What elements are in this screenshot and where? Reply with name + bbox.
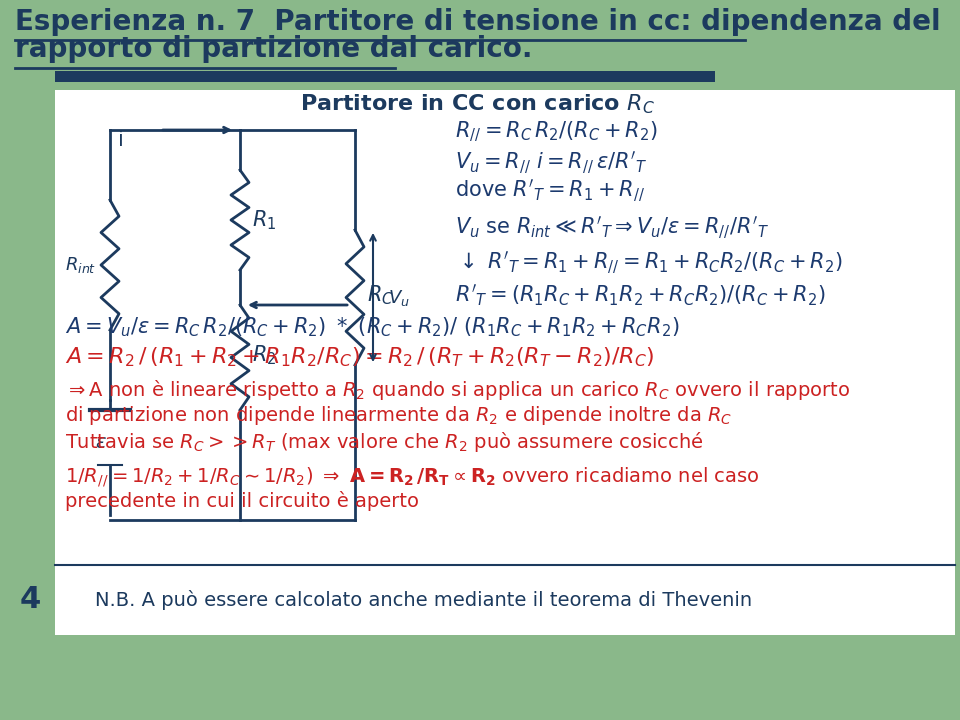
Text: $R_1$: $R_1$ [252,208,276,232]
Text: $A = R_2\,/\,(R_1 + R_2 + R_1 R_2/R_C) = R_2\,/\,(R_T + R_2(R_T - R_2)/R_C)$: $A = R_2\,/\,(R_1 + R_2 + R_1 R_2/R_C) =… [65,345,655,369]
Bar [55,71,715,82]
Text: $\varepsilon$: $\varepsilon$ [95,433,107,451]
Text: Tuttavia se $R_C >> R_T$ (max valore che $R_2$ può assumere cosicché: Tuttavia se $R_C >> R_T$ (max valore che… [65,430,704,454]
Text: i: i [118,130,124,150]
Text: N.B. A può essere calcolato anche mediante il teorema di Thevenin: N.B. A può essere calcolato anche median… [95,590,752,610]
Text: $V_u$ se $R_{int} \ll R'_T \Rightarrow V_u/\varepsilon = R_{//}/R'_T$: $V_u$ se $R_{int} \ll R'_T \Rightarrow V… [455,215,769,241]
Text: $\Rightarrow$A non è lineare rispetto a $R_2$ quando si applica un carico $R_C$ : $\Rightarrow$A non è lineare rispetto a … [65,378,851,402]
Text: $R_2$: $R_2$ [252,343,276,366]
Text: $R_C$: $R_C$ [367,283,394,307]
Text: rapporto di partizione dal carico.: rapporto di partizione dal carico. [15,35,533,63]
Text: precedente in cui il circuito è aperto: precedente in cui il circuito è aperto [65,491,419,511]
Text: $V_u$: $V_u$ [388,288,410,308]
Text: $V_u = R_{//}\ i = R_{//}\,\varepsilon/R'_T$: $V_u = R_{//}\ i = R_{//}\,\varepsilon/R… [455,150,647,176]
Text: di partizione non dipende linearmente da $R_2$ e dipende inoltre da $R_C$: di partizione non dipende linearmente da… [65,404,732,427]
Text: $1/R_{//} = 1/R_2 + 1/R_C \sim 1/R_2$) $\Rightarrow$ $\mathbf{A = R_2\,/R_T}$$\p: $1/R_{//} = 1/R_2 + 1/R_C \sim 1/R_2$) $… [65,465,759,489]
Text: Esperienza n. 7  Partitore di tensione in cc: dipendenza del: Esperienza n. 7 Partitore di tensione in… [15,8,941,36]
Text: Partitore in CC con carico $R_C$: Partitore in CC con carico $R_C$ [300,92,656,116]
Text: $A = V_u/\varepsilon = R_C\,R_2/(R_C + R_2)\ *\ (R_C + R_2)/\ (R_1 R_C + R_1 R_2: $A = V_u/\varepsilon = R_C\,R_2/(R_C + R… [65,315,680,338]
Text: $R_{int}$: $R_{int}$ [65,255,96,275]
Text: $R_{//} = R_C\,R_2/(R_C + R_2)$: $R_{//} = R_C\,R_2/(R_C + R_2)$ [455,120,658,144]
Text: dove $R'_T = R_1 + R_{//}$: dove $R'_T = R_1 + R_{//}$ [455,178,645,204]
Bar [55,90,955,635]
Text: $R'_T = (R_1 R_C + R_1 R_2 + R_C R_2)/(R_C + R_2)$: $R'_T = (R_1 R_C + R_1 R_2 + R_C R_2)/(R… [455,282,826,307]
Text: 4: 4 [20,585,41,614]
Text: $\downarrow\ R'_T = R_1 + R_{//} = R_1 + R_C R_2/(R_C + R_2)$: $\downarrow\ R'_T = R_1 + R_{//} = R_1 +… [455,250,843,276]
